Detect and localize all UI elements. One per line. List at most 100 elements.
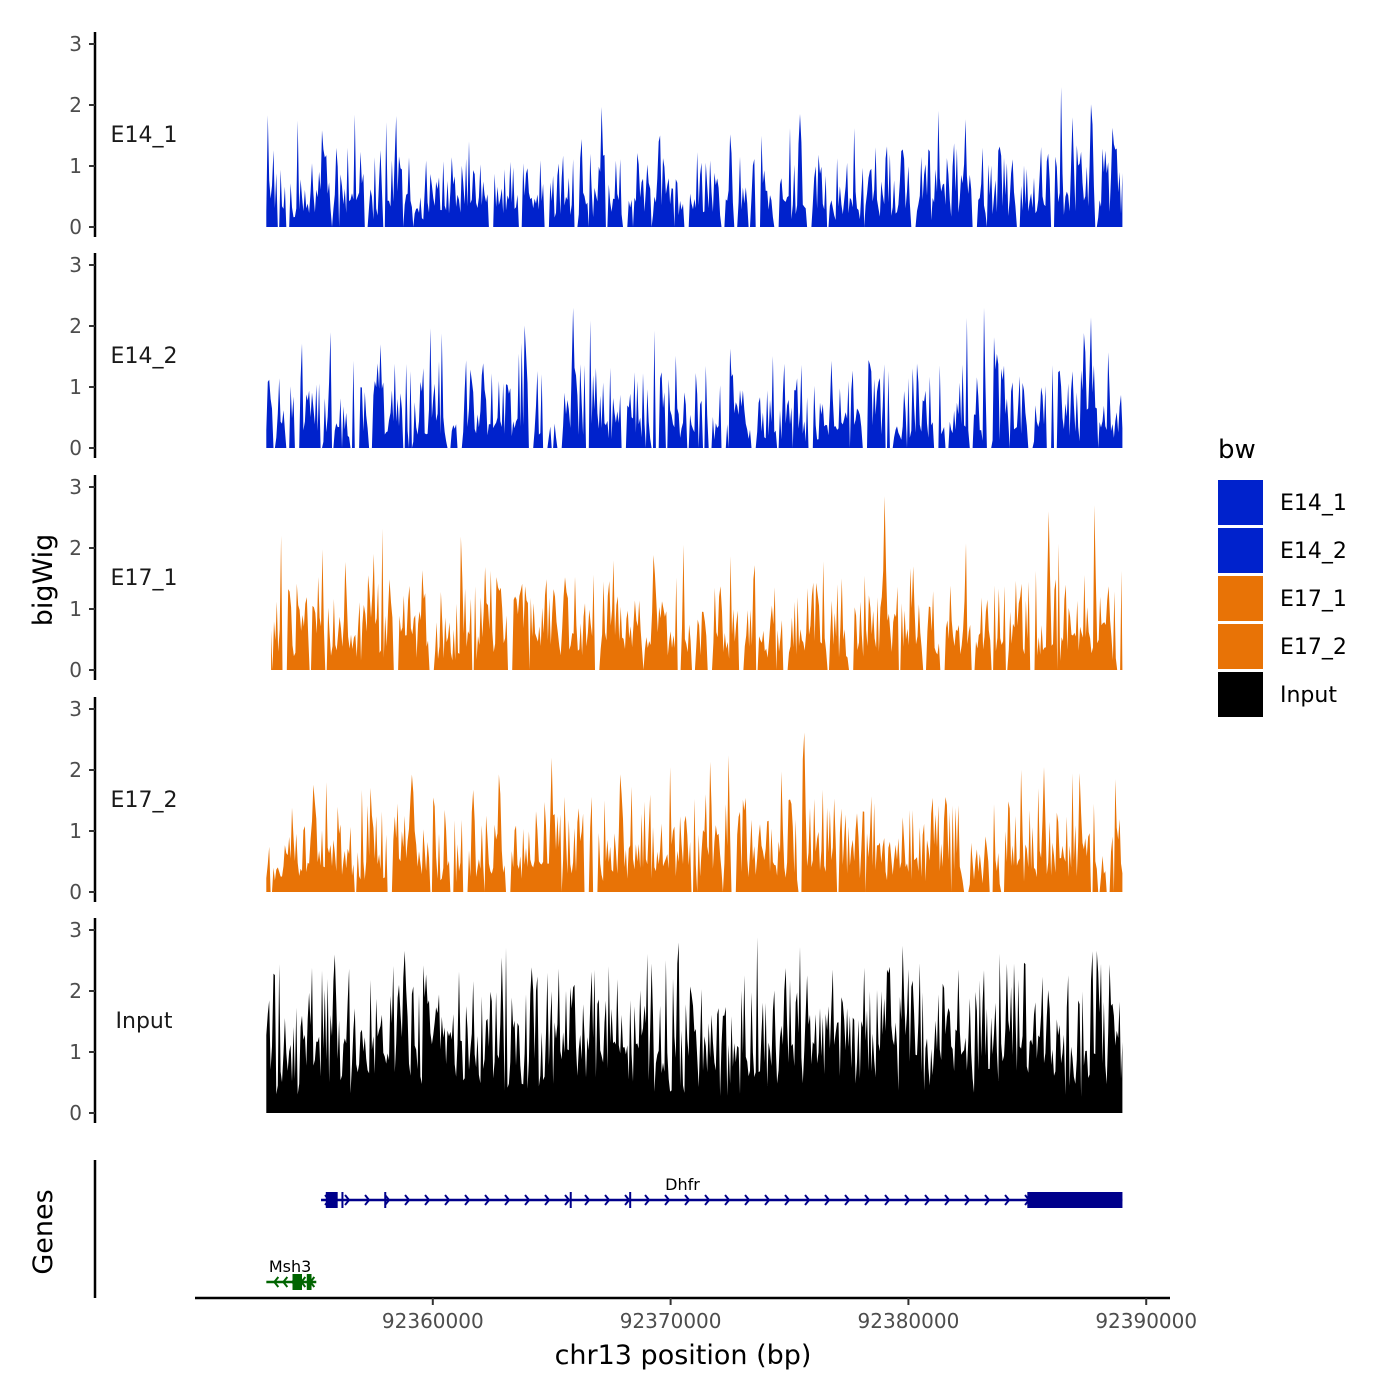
strand-chevron: [544, 1194, 551, 1206]
strand-chevron: [704, 1194, 711, 1206]
legend-swatch-E17_1: [1218, 576, 1263, 621]
strand-chevron: [844, 1194, 851, 1206]
legend-swatch-Input: [1218, 672, 1263, 717]
y-tick-label: 2: [69, 93, 82, 117]
strand-chevron: [444, 1194, 451, 1206]
track-label-E14_1: E14_1: [111, 123, 178, 148]
strand-chevron: [484, 1194, 491, 1206]
x-tick-label: 92390000: [1095, 1309, 1197, 1333]
y-tick-label: 2: [69, 536, 82, 560]
gene-exon: [1027, 1192, 1123, 1208]
track-label-Input: Input: [116, 1009, 173, 1034]
track-E14_2: 0 1 2 3 E14_2: [69, 253, 1123, 460]
legend-swatch-E14_1: [1218, 480, 1263, 525]
y-tick-label: 3: [69, 253, 82, 277]
genes-axis-title: Genes: [28, 1189, 59, 1274]
y-tick-label: 0: [69, 1101, 82, 1125]
y-tick-label: 1: [69, 1040, 82, 1064]
y-tick-label: 0: [69, 436, 82, 460]
strand-chevron: [984, 1194, 991, 1206]
signal-area-E14_2: [266, 307, 1123, 448]
strand-chevron: [644, 1194, 651, 1206]
gene-exon: [325, 1192, 338, 1208]
y-tick-label: 1: [69, 819, 82, 843]
signal-area-E14_1: [266, 87, 1123, 227]
legend-label-Input: Input: [1280, 683, 1337, 708]
track-E17_2: 0 1 2 3 E17_2: [69, 697, 1123, 904]
y-tick-label: 2: [69, 979, 82, 1003]
strand-chevron: [724, 1194, 731, 1206]
legend: bw E14_1 E14_2 E17_1 E17_2 Input: [1218, 435, 1347, 717]
track-label-E17_1: E17_1: [111, 566, 178, 591]
strand-chevron: [964, 1194, 971, 1206]
strand-chevron: [804, 1194, 811, 1206]
bigwig-tracks: 0 1 2 3 E14_1 0 1 2 3 E14_2 0 1 2 3 E17_1 0 1 2 3 E17_2 0 1 2 3…: [69, 32, 1123, 1125]
track-Input: 0 1 2 3 Input: [69, 918, 1123, 1125]
strand-chevron: [904, 1194, 911, 1206]
y-tick-label: 3: [69, 475, 82, 499]
strand-chevron: [504, 1194, 511, 1206]
gene-Msh3: Msh3: [266, 1257, 317, 1290]
track-label-E14_2: E14_2: [111, 344, 178, 369]
gene-Dhfr: Dhfr: [321, 1175, 1123, 1208]
gene-exon: [306, 1274, 312, 1290]
strand-chevron: [584, 1194, 591, 1206]
strand-chevron: [344, 1194, 351, 1206]
strand-chevron: [824, 1194, 831, 1206]
legend-label-E14_1: E14_1: [1280, 491, 1347, 516]
strand-chevron: [604, 1194, 611, 1206]
y-tick-label: 0: [69, 215, 82, 239]
x-tick-label: 92380000: [858, 1309, 960, 1333]
strand-chevron: [924, 1194, 931, 1206]
x-tick-label: 92370000: [620, 1309, 722, 1333]
y-tick-label: 3: [69, 697, 82, 721]
strand-chevron: [564, 1194, 571, 1206]
legend-label-E17_1: E17_1: [1280, 587, 1347, 612]
y-tick-label: 1: [69, 375, 82, 399]
track-E14_1: 0 1 2 3 E14_1: [69, 32, 1123, 239]
y-tick-label: 2: [69, 314, 82, 338]
strand-chevron: [744, 1194, 751, 1206]
y-axis-title: bigWig: [28, 534, 59, 627]
x-axis: 92360000 92370000 92380000 92390000: [195, 1296, 1197, 1333]
strand-chevron: [464, 1194, 471, 1206]
y-tick-label: 0: [69, 880, 82, 904]
strand-chevron: [864, 1194, 871, 1206]
gene-exon: [292, 1274, 303, 1290]
strand-chevron: [664, 1194, 671, 1206]
strand-chevron: [424, 1194, 431, 1206]
legend-title: bw: [1218, 435, 1256, 465]
y-tick-label: 3: [69, 32, 82, 56]
x-tick-label: 92360000: [382, 1309, 484, 1333]
y-tick-label: 1: [69, 154, 82, 178]
track-label-E17_2: E17_2: [111, 788, 178, 813]
strand-chevron: [784, 1194, 791, 1206]
genes-panel: Dhfr Msh3: [93, 1160, 1123, 1298]
strand-chevron: [282, 1276, 289, 1288]
legend-swatch-E17_2: [1218, 624, 1263, 669]
signal-area-Input: [266, 937, 1123, 1113]
y-tick-label: 0: [69, 658, 82, 682]
gene-label-Msh3: Msh3: [269, 1257, 311, 1276]
strand-chevron: [364, 1194, 371, 1206]
signal-area-E17_1: [271, 496, 1123, 670]
strand-chevron: [764, 1194, 771, 1206]
y-tick-label: 1: [69, 597, 82, 621]
strand-chevron: [273, 1276, 280, 1288]
y-tick-label: 2: [69, 758, 82, 782]
track-E17_1: 0 1 2 3 E17_1: [69, 475, 1123, 682]
legend-label-E17_2: E17_2: [1280, 635, 1347, 660]
gene-label-Dhfr: Dhfr: [665, 1175, 700, 1194]
y-tick-label: 3: [69, 918, 82, 942]
strand-chevron: [624, 1194, 631, 1206]
strand-chevron: [384, 1194, 391, 1206]
strand-chevron: [1004, 1194, 1011, 1206]
strand-chevron: [944, 1194, 951, 1206]
x-axis-title: chr13 position (bp): [555, 1340, 812, 1371]
legend-swatch-E14_2: [1218, 528, 1263, 573]
strand-chevron: [524, 1194, 531, 1206]
strand-chevron: [684, 1194, 691, 1206]
legend-label-E14_2: E14_2: [1280, 539, 1347, 564]
strand-chevron: [404, 1194, 411, 1206]
